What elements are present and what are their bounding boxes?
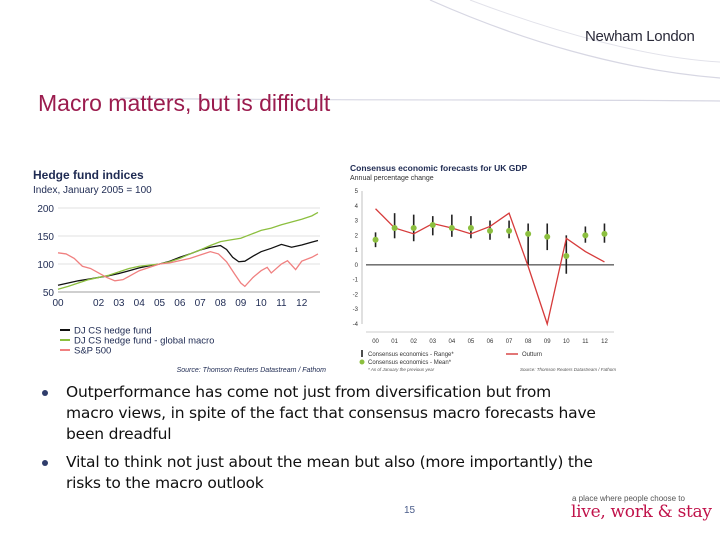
chart1-x-tick-label: 08 (215, 298, 227, 309)
chart2-y-tick-label: -2 (353, 292, 359, 298)
chart1-legend-label: S&P 500 (74, 346, 111, 357)
chart2-footnote: * As of January the previous year (368, 367, 435, 372)
chart2-x-tick-label: 01 (391, 339, 398, 345)
slogan-text: live, work & stay (571, 502, 712, 522)
bullet-text: Outperformance has come not just from di… (66, 383, 596, 443)
chart2-y-tick-label: -4 (353, 322, 359, 328)
chart1-title: Hedge fund indices (33, 168, 144, 182)
chart2-y-tick-label: 5 (355, 189, 359, 195)
chart2-y-tick-label: 2 (355, 233, 359, 239)
chart1-x-tick-label: 10 (256, 298, 268, 309)
chart1-y-tick-label: 200 (37, 204, 54, 215)
chart2-mean-point (601, 230, 608, 237)
chart2-title: Consensus economic forecasts for UK GDP (350, 163, 528, 173)
bullet-item: Outperformance has come not just from di… (42, 382, 602, 445)
chart2-y-tick-label: -3 (353, 307, 359, 313)
chart2-mean-point (467, 224, 474, 231)
chart2-x-tick-label: 09 (544, 339, 551, 345)
chart1-y-tick-label: 50 (43, 288, 55, 299)
chart2-mean-point (410, 224, 417, 231)
chart2-x-tick-label: 03 (429, 339, 436, 345)
chart2-legend-mean-swatch (359, 359, 365, 365)
chart2-subtitle: Annual percentage change (350, 175, 434, 182)
chart2-mean-point (544, 233, 551, 240)
uk-gdp-forecast-chart: Consensus economic forecasts for UK GDP … (346, 160, 620, 376)
chart2-outturn-line (375, 208, 605, 327)
chart2-y-tick-label: 3 (355, 219, 359, 225)
bullet-dot-icon (42, 460, 48, 466)
chart1-x-tick-label: 03 (113, 298, 125, 309)
chart2-x-tick-label: 06 (487, 339, 494, 345)
chart2-x-tick-label: 02 (410, 339, 417, 345)
chart2-mean-point (506, 227, 513, 234)
chart1-plot: 50 100 150 200 00 02 03 04 05 06 07 08 09 10 11 12 DJ CS… (37, 204, 327, 374)
page-number: 15 (404, 505, 416, 516)
chart1-x-tick-label: 04 (134, 298, 146, 309)
chart2-mean-point (448, 224, 455, 231)
chart2-y-tick-label: 1 (355, 248, 359, 254)
chart2-mean-point (582, 232, 589, 239)
slide-title: Macro matters, but is difficult (38, 90, 331, 117)
chart2-x-tick-label: 07 (506, 339, 513, 345)
chart1-x-tick-label: 09 (235, 298, 247, 309)
chart2-x-tick-label: 08 (525, 339, 532, 345)
chart1-x-tick-label: 12 (296, 298, 308, 309)
chart2-mean-point (563, 253, 570, 260)
newham-london-logo: Newham London (585, 28, 695, 45)
chart1-series-line (57, 251, 319, 288)
chart2-mean-point (487, 227, 493, 234)
chart1-legend-label: DJ CS hedge fund (74, 326, 152, 337)
chart2-source: Source: Thomson Reuters Datastream / Fat… (520, 367, 616, 372)
chart1-x-tick-label: 02 (93, 298, 105, 309)
chart1-y-tick-label: 100 (37, 260, 54, 271)
chart1-x-tick-label: 11 (276, 298, 287, 309)
chart2-x-tick-label: 04 (449, 339, 456, 345)
chart1-x-tick-label: 05 (154, 298, 166, 309)
bullet-dot-icon (42, 390, 48, 396)
chart1-x-tick-label: 07 (195, 298, 207, 309)
chart2-y-tick-label: -1 (353, 278, 359, 284)
chart2-mean-point (525, 230, 532, 237)
chart2-mean-point (372, 236, 379, 243)
chart1-legend-label: DJ CS hedge fund - global macro (74, 336, 214, 347)
chart2-mean-point (429, 221, 436, 228)
chart1-source: Source: Thomson Reuters Datastream / Fat… (177, 367, 327, 374)
chart2-x-tick-label: 11 (582, 339, 589, 345)
slogan-tagline: a place where people choose to (572, 494, 685, 503)
chart2-legend-label: Consensus economics - Range* (368, 352, 454, 358)
chart2-legend-label: Consensus economics - Mean* (368, 360, 452, 366)
bullet-list: Outperformance has come not just from di… (42, 382, 602, 501)
chart1-x-tick-label: 06 (174, 298, 186, 309)
header-swoosh-decoration (119, 0, 720, 102)
chart1-series-line (57, 239, 319, 286)
chart2-x-tick-label: 10 (563, 339, 570, 345)
chart2-y-tick-label: 0 (355, 263, 359, 269)
hedge-fund-indices-chart: Hedge fund indices Index, January 2005 =… (30, 162, 330, 376)
chart1-y-tick-label: 150 (37, 232, 54, 243)
chart2-x-tick-label: 00 (372, 339, 379, 345)
chart1-subtitle: Index, January 2005 = 100 (33, 185, 152, 196)
chart1-series-line (57, 211, 319, 290)
bullet-item: Vital to think not just about the mean b… (42, 452, 602, 494)
bullet-text: Vital to think not just about the mean b… (66, 453, 593, 492)
chart2-x-tick-label: 12 (601, 339, 608, 345)
chart2-x-tick-label: 05 (468, 339, 475, 345)
chart2-legend-label: Outturn (522, 352, 542, 358)
chart2-mean-point (391, 224, 398, 231)
chart1-x-tick-label: 00 (52, 298, 64, 309)
chart2-y-tick-label: 4 (355, 204, 359, 210)
